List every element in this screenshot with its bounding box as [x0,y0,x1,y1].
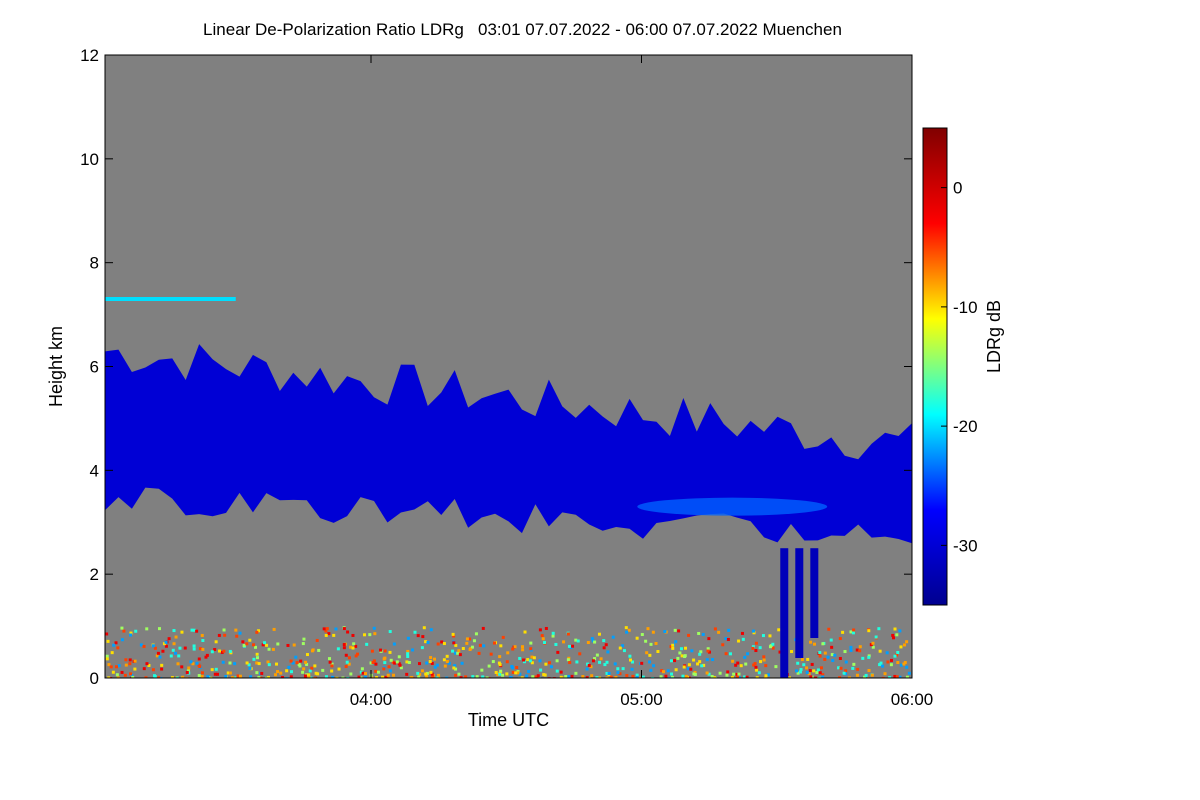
y-tick-label-2: 4 [90,461,99,480]
x-tick-label-2: 06:00 [891,690,934,709]
data-layer [105,297,912,678]
plot-background [105,55,912,678]
x-tick-label-0: 04:00 [350,690,393,709]
chart-title: Linear De-Polarization Ratio LDRg 03:01 … [203,20,842,39]
feature-fall-streaks-0 [780,548,789,678]
colorbar-tick-label-3: -30 [953,536,978,555]
y-tick-label-4: 8 [90,254,99,273]
y-tick-label-0: 0 [90,669,99,688]
colorbar [922,127,948,606]
feature-fall-streaks-2 [810,548,819,638]
colorbar-axis: 0 -10 -20 -30 [941,179,978,555]
y-tick-label-1: 2 [90,565,99,584]
x-axis: 04:00 05:00 06:00 [350,55,934,709]
feature-ice-cloud-inner [637,497,828,516]
colorbar-tick-label-2: -20 [953,417,978,436]
colorbar-tick-label-1: -10 [953,298,978,317]
y-tick-label-6: 12 [80,46,99,65]
feature-fall-streaks-1 [795,548,804,658]
y-axis: 0 2 4 6 8 10 12 [80,46,912,688]
feature-boundary-layer-aerosol [105,626,911,678]
feature-ice-cloud [105,344,912,544]
y-axis-label: Height km [46,326,66,407]
y-tick-label-5: 10 [80,150,99,169]
colorbar-label: LDRg dB [984,300,1004,373]
y-tick-label-3: 6 [90,358,99,377]
feature-thin-layer [105,297,236,302]
x-tick-label-1: 05:00 [620,690,663,709]
colorbar-tick-label-0: 0 [953,179,962,198]
x-axis-label: Time UTC [468,710,549,730]
